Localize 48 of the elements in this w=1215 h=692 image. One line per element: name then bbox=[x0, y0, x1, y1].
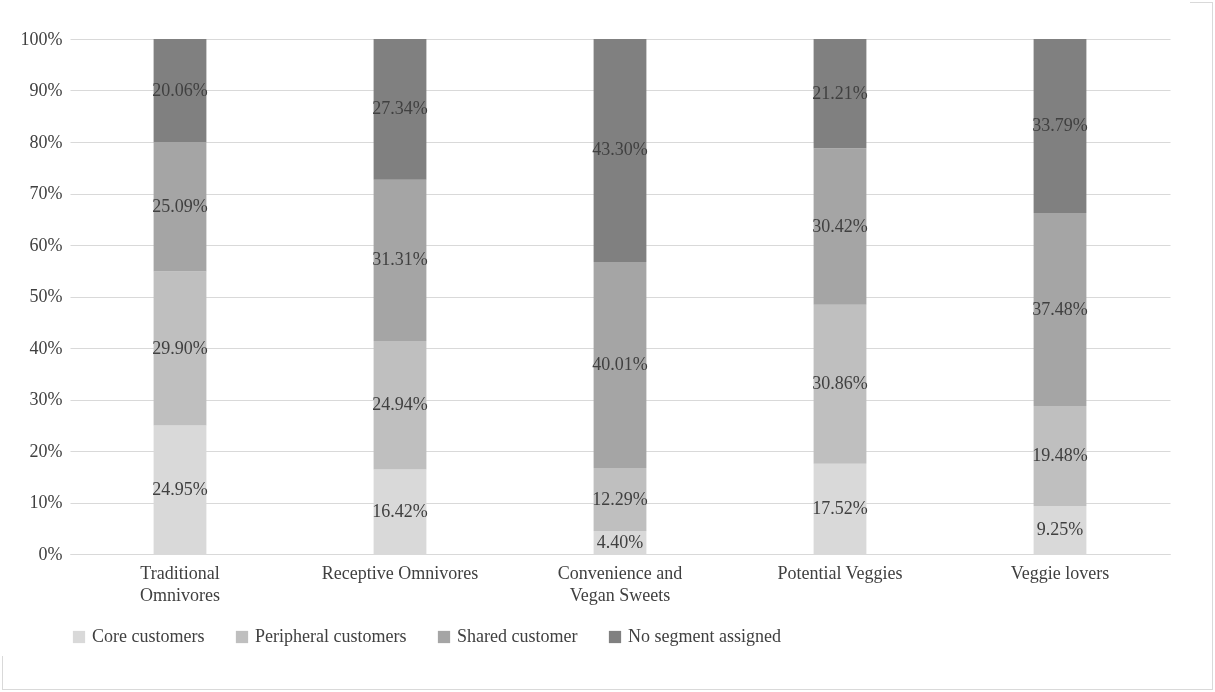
bar bbox=[1033, 39, 1087, 214]
data-label: 17.52% bbox=[812, 497, 868, 518]
legend-label: Core customers bbox=[92, 626, 205, 646]
y-tick-label: 80% bbox=[29, 131, 63, 152]
legend-label: Shared customer bbox=[457, 626, 578, 646]
x-tick-label: Potential Veggies bbox=[777, 562, 903, 583]
data-label: 30.42% bbox=[812, 215, 868, 236]
data-label: 16.42% bbox=[372, 500, 428, 521]
data-label: 31.31% bbox=[372, 249, 428, 270]
data-label: 37.48% bbox=[1032, 298, 1088, 319]
bar bbox=[813, 304, 867, 464]
data-label: 30.86% bbox=[812, 373, 868, 394]
data-label: 29.90% bbox=[152, 337, 208, 358]
legend-label: Peripheral customers bbox=[255, 626, 407, 646]
bar bbox=[373, 179, 427, 341]
y-tick-label: 100% bbox=[20, 28, 63, 49]
bar bbox=[373, 341, 427, 470]
legend-label: No segment assigned bbox=[628, 626, 781, 646]
bar bbox=[373, 38, 427, 180]
x-tick-label: Traditional Omnivores bbox=[140, 562, 220, 605]
y-tick-label: 90% bbox=[29, 80, 63, 100]
data-label: 24.95% bbox=[152, 478, 208, 499]
y-tick-label: 40% bbox=[29, 337, 63, 358]
y-tick-label: 50% bbox=[29, 286, 63, 306]
x-tick-label: Convenience and Vegan Sweets bbox=[557, 562, 683, 605]
data-label: 24.94% bbox=[372, 394, 428, 415]
bar bbox=[153, 39, 207, 143]
data-label: 9.25% bbox=[1036, 519, 1084, 540]
y-tick-label: 30% bbox=[29, 389, 63, 409]
bar bbox=[593, 262, 647, 469]
x-tick-label: Receptive Omnivores bbox=[321, 562, 479, 583]
data-label: 20.06% bbox=[152, 79, 208, 100]
bar bbox=[593, 39, 647, 262]
bar bbox=[813, 148, 867, 305]
y-tick-label: 10% bbox=[29, 492, 63, 512]
y-tick-label: 20% bbox=[29, 440, 63, 461]
data-label: 4.40% bbox=[596, 531, 644, 552]
data-label: 12.29% bbox=[592, 488, 648, 509]
data-label: 25.09% bbox=[152, 195, 208, 216]
y-tick-label: 70% bbox=[29, 183, 63, 203]
y-tick-label: 60% bbox=[29, 234, 63, 255]
y-tick-label: 0% bbox=[38, 543, 63, 564]
bar bbox=[153, 142, 207, 272]
data-label: 19.48% bbox=[1032, 445, 1088, 466]
bar bbox=[153, 271, 207, 426]
bar bbox=[1033, 213, 1087, 407]
bar bbox=[1033, 406, 1087, 507]
x-tick-label: Veggie lovers bbox=[1010, 562, 1110, 583]
